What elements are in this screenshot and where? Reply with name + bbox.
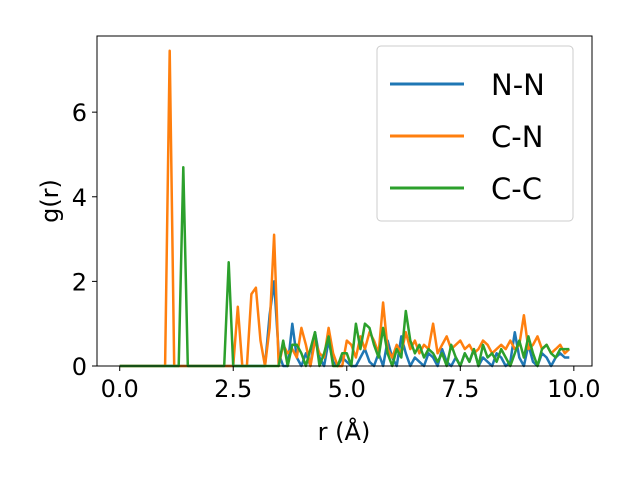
x-tick-label: 5.0 [328,375,366,403]
x-tick-label: 0.0 [101,375,139,403]
x-axis-ticks: 0.0 2.5 5.0 7.5 10.0 [101,366,601,403]
y-axis-label: g(r) [36,179,64,223]
legend-label-n-n: N-N [491,68,545,102]
legend: N-N C-N C-C [376,45,574,222]
legend-label-c-n: C-N [491,120,543,154]
x-axis-label: r (Å) [318,417,371,446]
y-tick-label: 0 [72,353,87,381]
y-axis-ticks: 0 2 4 6 [72,99,97,381]
plot-frame [96,35,593,367]
series-line-c-n [119,49,571,368]
y-tick-label: 4 [72,184,87,212]
series-line-c-c [119,165,570,368]
x-tick-label: 7.5 [441,375,479,403]
y-tick-label: 2 [72,268,87,296]
y-tick-label: 6 [72,99,87,127]
x-tick-label: 2.5 [214,375,252,403]
series-layer [119,49,571,368]
legend-box [376,45,574,222]
x-tick-label: 10.0 [547,375,600,403]
legend-label-c-c: C-C [491,172,542,206]
